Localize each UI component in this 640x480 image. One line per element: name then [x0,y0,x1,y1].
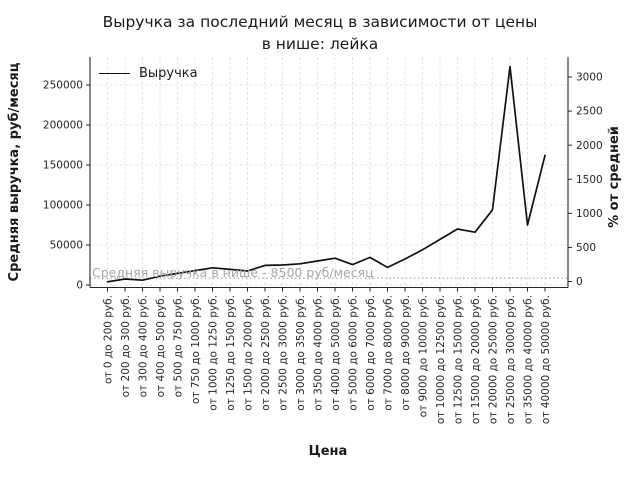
left-tick-label: 0 [76,280,83,292]
legend: Выручка [99,66,198,81]
x-tick-label: от 400 до 500 руб. [155,295,167,397]
x-tick-label: от 2500 до 3000 руб. [277,295,289,411]
left-tick-label: 100000 [43,200,83,212]
x-tick-label: от 3500 до 4000 руб. [312,295,324,411]
x-tick-label: от 500 до 750 руб. [172,295,184,397]
left-tick-label: 200000 [43,120,83,132]
x-tick-label: от 7000 до 8000 руб. [382,295,394,411]
x-tick-label: от 5000 до 6000 руб. [347,295,359,411]
right-tick-label: 2000 [576,140,603,152]
x-tick-label: от 40000 до 50000 руб. [540,295,552,424]
x-tick-label: от 0 до 200 руб. [102,295,114,384]
x-tick-label: от 15000 до 20000 руб. [470,295,482,424]
x-tick-label: от 25000 до 30000 руб. [505,295,517,424]
legend-label: Выручка [139,66,198,81]
x-tick-label: от 750 до 1000 руб. [190,295,202,404]
left-tick-label: 250000 [43,80,83,92]
legend-line-sample [99,73,130,74]
x-tick-label: от 1000 до 1250 руб. [207,295,219,411]
revenue-line [106,65,546,283]
left-tick-label: 150000 [43,160,83,172]
x-tick-label: от 12500 до 15000 руб. [452,295,464,424]
average-annotation: Средняя выручка в нише - 8500 руб/месяц [92,265,374,280]
left-tick-label: 50000 [50,240,83,252]
x-tick-label: от 10000 до 12500 руб. [435,295,447,424]
right-tick-label: 1000 [576,208,603,220]
y-axis-label-left: Средняя выручка, руб/месяц [7,62,22,282]
x-tick-label: от 3000 до 3500 руб. [295,295,307,411]
x-tick-label: от 4000 до 5000 руб. [330,295,342,411]
chart-title: Выручка за последний месяц в зависимости… [102,13,538,53]
x-tick-label: от 8000 до 9000 руб. [400,295,412,411]
right-tick-label: 500 [576,242,596,254]
x-tick-label: от 6000 до 7000 руб. [365,295,377,411]
x-tick-label: от 9000 до 10000 руб. [417,295,429,417]
x-tick-label: от 200 до 300 руб. [120,295,132,397]
x-tick-label: от 1250 до 1500 руб. [225,295,237,411]
x-axis-label: Цена [308,444,348,459]
y-axis-label-right: % от средней [607,126,622,228]
x-tick-label: от 35000 до 40000 руб. [522,295,534,424]
x-tick-label: от 300 до 400 руб. [137,295,149,397]
x-tick-label: от 20000 до 25000 руб. [487,295,499,424]
x-tick-label: от 1500 до 2000 руб. [242,295,254,411]
right-tick-label: 3000 [576,72,603,84]
right-tick-label: 0 [576,276,583,288]
right-tick-label: 1500 [576,174,603,186]
right-tick-label: 2500 [576,106,603,118]
x-tick-label: от 2000 до 2500 руб. [260,295,272,411]
